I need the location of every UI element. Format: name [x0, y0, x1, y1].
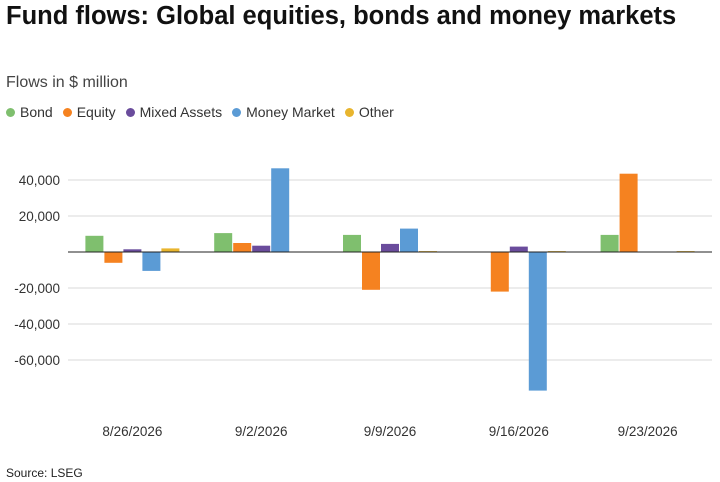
- legend-swatch: [6, 107, 15, 117]
- legend-swatch: [232, 107, 242, 117]
- y-tick-label: -20,000: [14, 281, 60, 296]
- bar-money-market-2: [400, 228, 418, 252]
- legend-swatch: [62, 107, 72, 117]
- legend-swatch: [344, 107, 354, 117]
- legend: Bond Equity Mixed Assets Money Market Other: [6, 104, 394, 120]
- chart-subtitle: Flows in $ million: [6, 74, 128, 91]
- y-tick-label: 20,000: [19, 209, 60, 224]
- legend-label: Mixed Assets: [139, 104, 223, 120]
- y-tick-label: -40,000: [14, 317, 60, 332]
- legend-item-mixed-assets: Mixed Assets: [125, 104, 223, 120]
- legend-swatch: [125, 107, 135, 117]
- bar-equity-4: [619, 173, 638, 252]
- bar-bond-1: [214, 233, 233, 252]
- bar-equity-3: [490, 252, 509, 292]
- bar-equity-0: [104, 252, 123, 263]
- legend-item-other: Other: [344, 104, 394, 120]
- y-tick-label: -60,000: [14, 353, 60, 368]
- bar-mixed-assets-3: [509, 246, 528, 252]
- bar-equity-1: [233, 243, 252, 252]
- bar-equity-2: [362, 252, 380, 290]
- x-tick-label: 9/2/2026: [235, 424, 288, 439]
- x-tick-label: 9/16/2026: [489, 424, 549, 439]
- legend-item-equity: Equity: [62, 104, 116, 120]
- legend-label: Bond: [20, 104, 53, 120]
- bar-money-market-0: [142, 252, 161, 271]
- bar-bond-0: [85, 235, 104, 252]
- chart-title: Fund flows: Global equities, bonds and m…: [6, 2, 677, 30]
- legend-label: Equity: [76, 104, 116, 120]
- bar-money-market-1: [271, 168, 290, 252]
- bar-mixed-assets-0: [123, 249, 142, 252]
- bar-bond-2: [343, 234, 361, 252]
- x-tick-label: 9/23/2026: [618, 424, 678, 439]
- legend-item-bond: Bond: [6, 104, 53, 120]
- bar-bond-4: [600, 234, 619, 252]
- source-note: Source: LSEG: [6, 466, 83, 480]
- bar-mixed-assets-2: [381, 243, 399, 252]
- bar-mixed-assets-1: [252, 245, 271, 252]
- y-tick-label: 40,000: [19, 173, 60, 188]
- x-tick-label: 8/26/2026: [102, 424, 162, 439]
- bar-money-market-3: [528, 252, 547, 391]
- x-tick-label: 9/9/2026: [364, 424, 417, 439]
- legend-label: Money Market: [246, 104, 335, 120]
- bar-other-0: [161, 248, 180, 252]
- legend-label: Other: [358, 104, 394, 120]
- legend-item-money-market: Money Market: [232, 104, 335, 120]
